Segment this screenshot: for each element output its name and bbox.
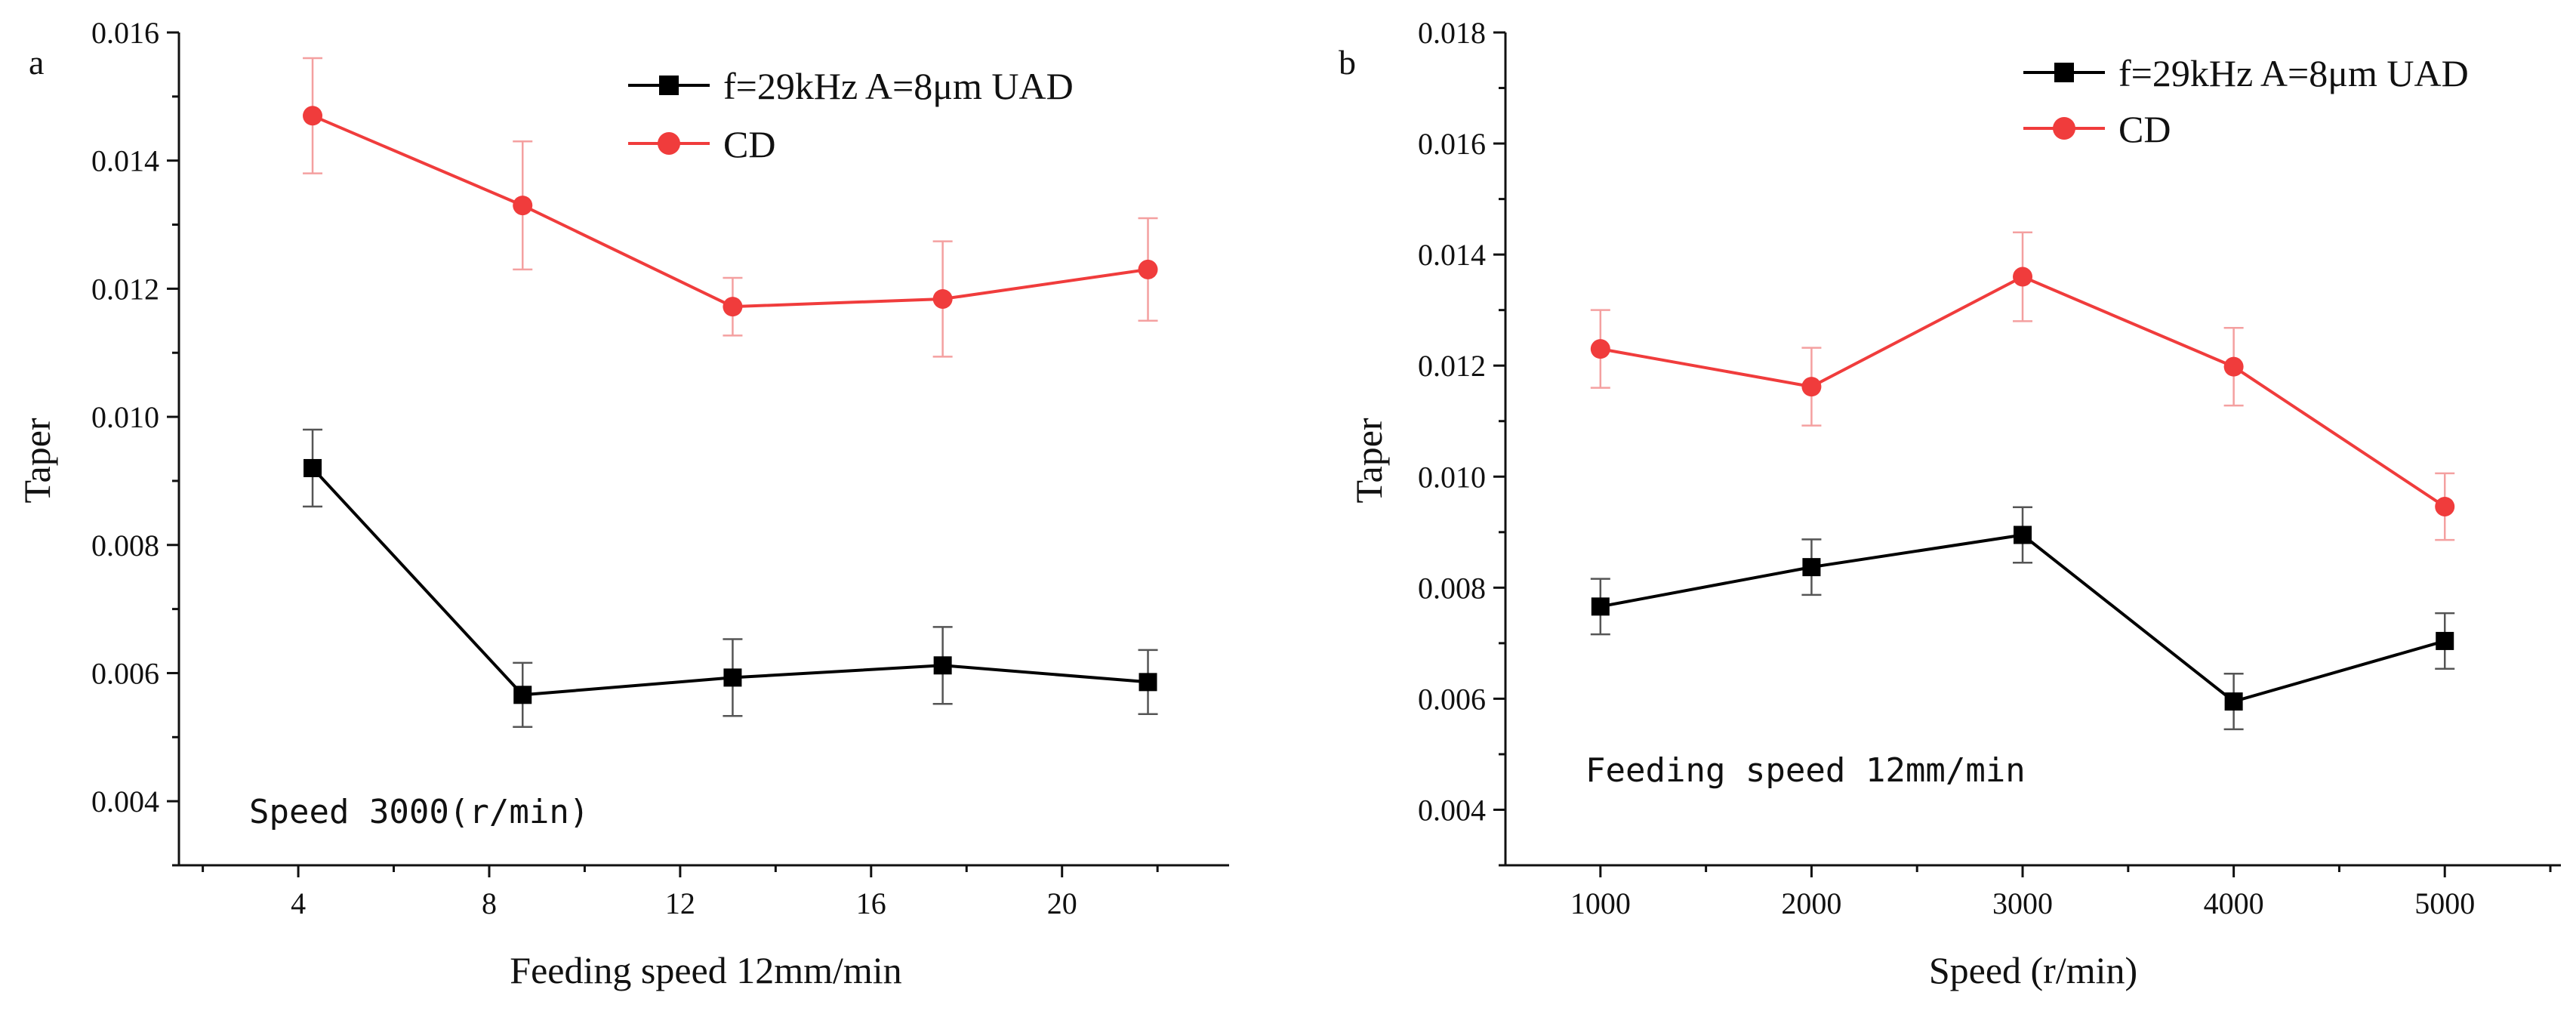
panel-a-legend-cd-marker [658, 132, 680, 155]
panel-b-y-tick-label: 0.014 [1418, 238, 1486, 272]
panel-a-y-tick-label: 0.012 [91, 272, 159, 306]
panel-b-x-tick-label: 2000 [1781, 886, 1841, 920]
panel-a-uad-point [513, 686, 532, 704]
panel-a-y-tick-label: 0.006 [91, 656, 159, 690]
panel-a-x-tick-label: 12 [665, 886, 695, 920]
panel-a-legend-uad-marker [659, 76, 679, 95]
panel-a-annotation: Speed 3000(r/min) [249, 793, 589, 831]
panel-b-x-tick-label: 4000 [2204, 886, 2264, 920]
panel-b-y-tick-label: 0.012 [1418, 349, 1486, 383]
panel-a-x-tick-label: 4 [291, 886, 306, 920]
panel-b-annotation: Feeding speed 12mm/min [1585, 751, 2026, 790]
panel-a-cd-point [513, 196, 533, 216]
panel-a-x-tick-label: 8 [482, 886, 497, 920]
panel-b-legend-uad-marker [2054, 63, 2074, 82]
panel-a-y-tick-label: 0.014 [91, 144, 159, 178]
panel-a-x-tick-label: 20 [1047, 886, 1077, 920]
panel-a-uad-point [933, 656, 952, 675]
panel-a-cd-point [932, 288, 953, 309]
panel-a-uad-point [723, 668, 742, 687]
panel-b-y-tick-label: 0.010 [1418, 460, 1486, 494]
panel-a-x-tick-label: 16 [856, 886, 886, 920]
panel-b-legend: f=29kHz A=8μm UAD CD [2023, 52, 2469, 150]
panel-a-cd-point [1138, 259, 1158, 279]
panel-b-x-axis-title: Speed (r/min) [1929, 949, 2137, 991]
panel-a-uad-series-line [311, 467, 1148, 697]
panel-b-cd-point [2013, 267, 2033, 287]
panel-a-y-tick-label: 0.004 [91, 784, 159, 818]
panel-a-x-axis-title: Feeding speed 12mm/min [510, 949, 901, 991]
panel-a-cd-point [303, 106, 323, 126]
panel-b-x-tick-label: 5000 [2414, 886, 2475, 920]
panel-b-y-tick-label: 0.008 [1418, 571, 1486, 605]
panel-a: a 0.004 0.006 0.008 0.010 0.012 0.014 0.016 4 8 1… [16, 16, 1229, 991]
panel-b-x-tick-label: 3000 [1992, 886, 2053, 920]
panel-a-cd-point [723, 297, 743, 317]
panel-b: b 0.0040.0060.0080.0100.0120.0140.0160.0… [1339, 16, 2561, 991]
panel-a-uad-point [1139, 673, 1157, 692]
panel-b-uad-point [2436, 631, 2454, 650]
panel-b-x-tick-label: 1000 [1570, 886, 1631, 920]
panel-b-legend-cd-marker [2053, 117, 2075, 140]
panel-b-y-tick-label: 0.018 [1418, 16, 1486, 50]
panel-b-uad-point [1591, 597, 1610, 616]
panel-a-y-tick-label: 0.016 [91, 16, 159, 50]
panel-b-legend-cd-label: CD [2118, 108, 2171, 150]
panel-b-cd-point [1590, 339, 1610, 359]
panel-b-y-tick-label: 0.004 [1418, 793, 1486, 827]
panel-b-uad-point [1802, 558, 1821, 577]
panel-b-y-tick-label: 0.016 [1418, 127, 1486, 161]
panel-b-cd-point [2435, 496, 2455, 516]
panel-a-legend-uad-label: f=29kHz A=8μm UAD [723, 65, 1074, 107]
panel-a-legend-cd-label: CD [723, 123, 775, 165]
panel-b-legend-uad-label: f=29kHz A=8μm UAD [2118, 52, 2469, 94]
panel-b-uad-point [2224, 692, 2243, 711]
panel-b-cd-point [1801, 377, 1822, 397]
panel-a-y-tick-label: 0.008 [91, 529, 159, 563]
panel-b-y-tick-label: 0.006 [1418, 682, 1486, 716]
panel-b-letter: b [1339, 43, 1356, 82]
panel-a-plot: 0.004 0.006 0.008 0.010 0.012 0.014 0.016 4 8 12 1… [91, 16, 1229, 920]
panel-b-cd-point [2223, 356, 2244, 377]
panel-a-letter: a [29, 43, 44, 82]
panel-b-y-axis-title: Taper [1348, 418, 1390, 503]
panel-b-uad-point [2014, 526, 2032, 544]
panel-a-uad-point [304, 458, 322, 477]
panel-a-legend: f=29kHz A=8μm UAD CD [628, 65, 1074, 165]
panel-a-y-axis-title: Taper [16, 418, 58, 503]
panel-a-y-tick-label: 0.010 [91, 400, 159, 434]
panel-b-plot: 0.004 0.006 0.008 0.010 0.012 0.014 0.016 0.018… [1418, 16, 2561, 920]
